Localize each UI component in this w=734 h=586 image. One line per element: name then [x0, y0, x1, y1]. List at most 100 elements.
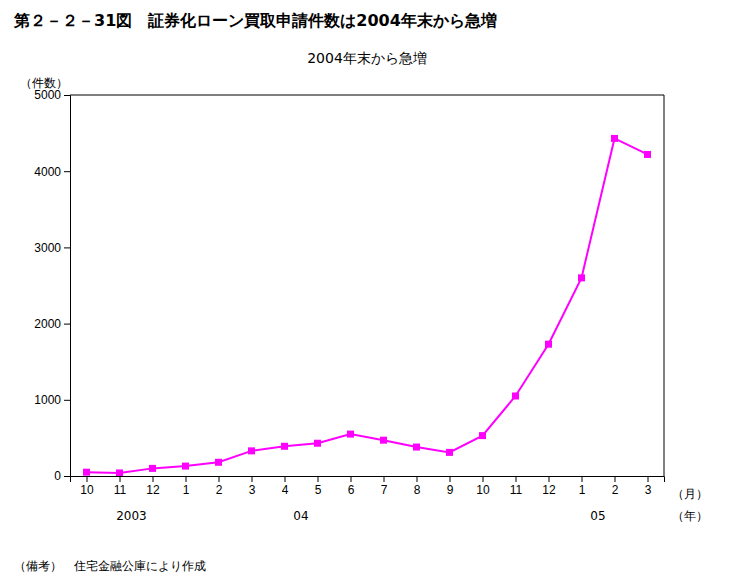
x-tick-label: 3: [645, 483, 652, 497]
y-axis: 0 1000 2000 3000 4000 5000: [34, 88, 70, 483]
y-tick-mark: [64, 476, 70, 477]
marker: [83, 469, 90, 476]
x-tick-label: 7: [381, 483, 388, 497]
x-tick-label: 1: [183, 483, 190, 497]
x-tick: 12: [542, 476, 556, 497]
x-tick-label: 1: [579, 483, 586, 497]
marker: [545, 341, 552, 348]
x-tick-mark: [87, 476, 88, 482]
x-tick-label: 9: [447, 483, 454, 497]
x-tick: 10: [80, 476, 94, 497]
x-tick: 10: [476, 476, 490, 497]
y-tick-label: 3000: [34, 241, 61, 255]
x-tick: 8: [414, 476, 421, 497]
marker: [281, 443, 288, 450]
x-tick: 11: [510, 476, 523, 497]
note: （備考） 住宅金融公庫により作成: [14, 559, 206, 573]
frame: [70, 95, 664, 96]
y-tick: 3000: [34, 241, 70, 255]
year-label: 05: [590, 509, 605, 523]
x-tick-mark: [615, 476, 616, 482]
x-tick-label: 11: [114, 483, 127, 497]
x-tick-mark: [186, 476, 187, 482]
x-tick-mark: [351, 476, 352, 482]
x-tick: 2: [612, 476, 619, 497]
x-tick: 12: [146, 476, 160, 497]
subtitle: 2004年末から急増: [307, 50, 427, 66]
marker: [347, 431, 354, 438]
x-tick-mark: [252, 476, 253, 482]
year-label: 04: [293, 509, 308, 523]
x-tick-label: 6: [348, 483, 355, 497]
y-tick-label: 2000: [34, 317, 61, 331]
marks: [83, 135, 651, 476]
marker: [413, 444, 420, 451]
y-tick-label: 1000: [34, 393, 61, 407]
x-tick-label: 2: [612, 483, 619, 497]
y-tick-mark: [64, 247, 70, 248]
x-tick-mark: [285, 476, 286, 482]
x-axis-label: （月）: [672, 487, 708, 501]
x-tick-label: 8: [414, 483, 421, 497]
x-tick-label: 3: [249, 483, 256, 497]
x-tick-label: 12: [542, 483, 556, 497]
y-tick: 1000: [34, 393, 70, 407]
y-tick-mark: [64, 171, 70, 172]
x-group-label: （年）: [672, 509, 708, 523]
x-axis-line: [71, 477, 665, 483]
marker: [380, 437, 387, 444]
y-tick: 0: [54, 469, 70, 483]
x-tick: 1: [579, 476, 586, 497]
marker: [479, 432, 486, 439]
y-tick-mark: [64, 324, 70, 325]
x-tick-label: 12: [146, 483, 160, 497]
year-label: 2003: [92, 509, 147, 523]
marker: [578, 274, 585, 281]
x-tick-mark: [120, 476, 121, 482]
x-axis: 101112123456789101112123: [71, 476, 665, 497]
x-tick: 4: [282, 476, 289, 497]
y-tick: 2000: [34, 317, 70, 331]
x-tick-mark: [582, 476, 583, 482]
x-tick: 3: [645, 476, 652, 497]
marker: [215, 459, 222, 466]
x-tick: 6: [348, 476, 355, 497]
x-tick: 9: [447, 476, 454, 497]
y-tick-label: 5000: [34, 88, 61, 102]
y-tick-label: 4000: [34, 165, 61, 179]
x-tick-mark: [516, 476, 517, 482]
y-tick-label: 0: [54, 469, 61, 483]
plot: 2004年末から急増010002000300040005000101112123…: [20, 50, 708, 523]
x-tick-mark: [417, 476, 418, 482]
x-tick: 11: [114, 476, 127, 497]
title: 第２－２－31図 証券化ローン買取申請件数は2004年末から急増: [13, 11, 497, 30]
y-tick-mark: [64, 95, 70, 96]
marker: [248, 447, 255, 454]
x-tick-label: 2: [216, 483, 223, 497]
x-tick-label: 4: [282, 483, 289, 497]
y-tick: 5000: [34, 88, 70, 102]
x-tick-mark: [318, 476, 319, 482]
x-tick-mark: [549, 476, 550, 482]
y-tick-mark: [64, 400, 70, 401]
marker: [116, 469, 123, 476]
x-tick: 1: [183, 476, 190, 497]
x-tick-label: 10: [476, 483, 490, 497]
x-tick-mark: [219, 476, 220, 482]
chart: 第２－２－31図 証券化ローン買取申請件数は2004年末から急増 2004年末から…: [0, 0, 734, 586]
x-tick-mark: [153, 476, 154, 482]
marker: [314, 440, 321, 447]
y-tick: 4000: [34, 165, 70, 179]
x-tick-label: 11: [510, 483, 523, 497]
x-tick: 2: [216, 476, 223, 497]
marker: [149, 465, 156, 472]
x-tick-label: 5: [315, 483, 322, 497]
x-tick-mark: [648, 476, 649, 482]
marker: [182, 463, 189, 470]
x-tick: 3: [249, 476, 256, 497]
y-axis-line: [64, 96, 71, 477]
marker: [611, 135, 618, 142]
x-tick: 5: [315, 476, 322, 497]
x-tick-label: 10: [80, 483, 94, 497]
x-tick-mark: [483, 476, 484, 482]
